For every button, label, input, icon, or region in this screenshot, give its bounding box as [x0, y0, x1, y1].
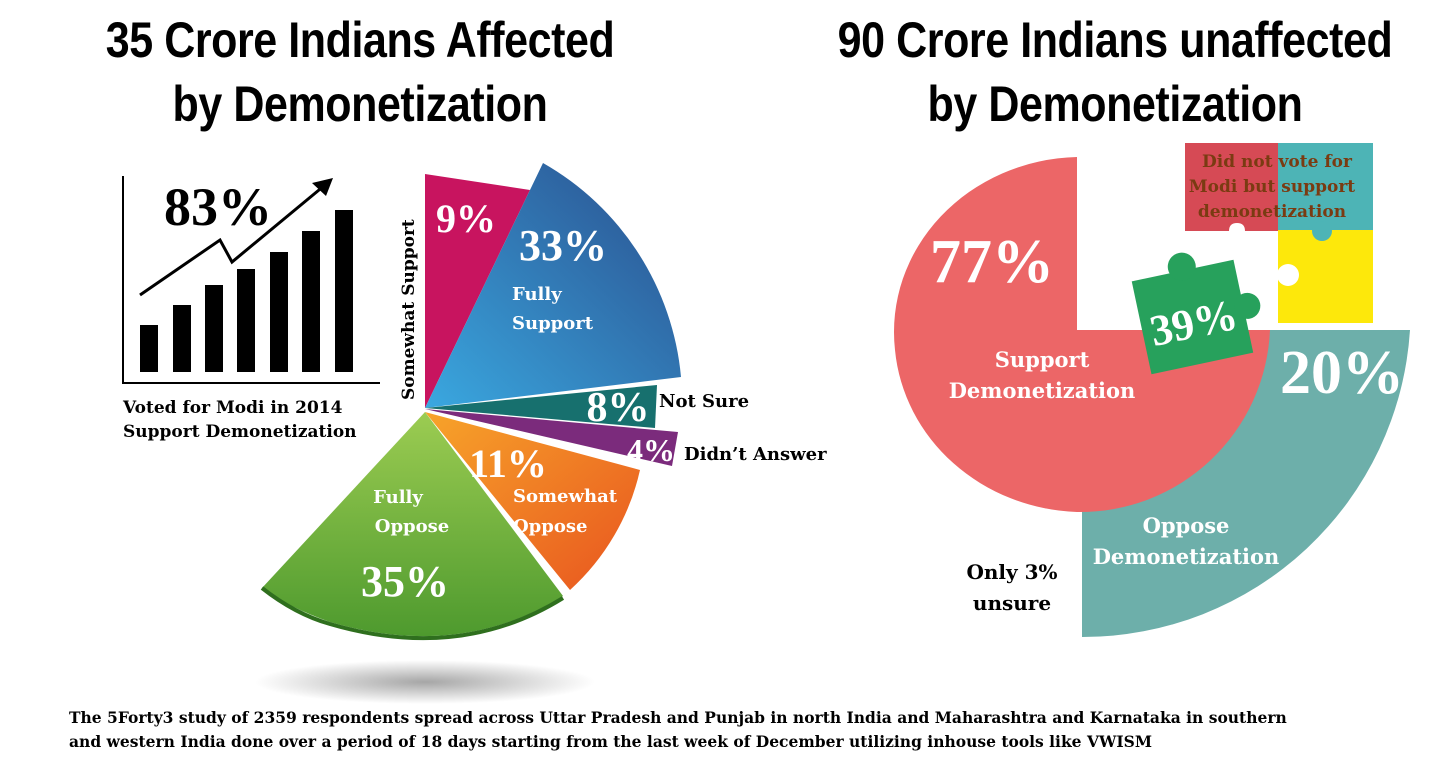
puzzle-tab — [1234, 292, 1261, 319]
growth-caption-line1: Voted for Modi in 2014 — [123, 398, 343, 418]
growth-bar — [335, 210, 353, 372]
puzzle-tab — [1312, 221, 1332, 241]
value-label-somewhat-support: 9% — [436, 196, 496, 241]
puzzle-piece-green: 39% — [1131, 252, 1261, 375]
puzzle-notch — [1229, 223, 1245, 231]
pie-slice-fully-oppose — [262, 412, 563, 637]
growth-chart-axes — [122, 176, 380, 384]
growth-caption-line2: Support Demonetization — [123, 422, 357, 442]
label-unsure-line2: unsure — [973, 591, 1051, 615]
puzzle-text-line3: demonetization — [1198, 202, 1346, 222]
growth-bar — [302, 231, 320, 372]
pie-slice-didnt-answer — [425, 409, 678, 466]
right-title-line1: 90 Crore Indians unaffected — [837, 12, 1393, 68]
label-unsure-line1: Only 3% — [966, 560, 1057, 584]
value-label-fully-support: 33% — [519, 221, 607, 270]
growth-bar — [205, 285, 223, 372]
puzzle-notch — [1277, 264, 1299, 286]
value-label-didnt-answer: 4% — [627, 432, 675, 468]
label-oppose-line2: Demonetization — [1093, 544, 1280, 569]
pie-slice-fully-support — [425, 163, 681, 408]
trend-arrow-head-icon — [312, 178, 333, 196]
label-fully-support-line1: Fully — [512, 284, 562, 305]
pie-slice-support-demonetization — [893, 157, 1270, 513]
value-label-not-sure: 8% — [587, 385, 650, 431]
pie-slice-not-sure — [425, 385, 657, 428]
left-title-line2: by Demonetization — [172, 76, 548, 132]
trend-arrow-line — [139, 183, 326, 297]
footnote-line2: and western India done over a period of … — [69, 732, 1152, 751]
pie-slice-somewhat-oppose — [425, 412, 640, 590]
puzzle-graphic: 39% Did not vote for Modi but support de… — [1131, 143, 1373, 375]
pie-slice-somewhat-support — [425, 174, 530, 408]
left-title-line1: 35 Crore Indians Affected — [105, 12, 615, 68]
growth-bar — [270, 252, 288, 372]
puzzle-piece-teal — [1278, 143, 1373, 231]
label-somewhat-oppose-line2: Oppose — [513, 516, 587, 537]
puzzle-piece-green-body — [1131, 259, 1254, 375]
right-title: 90 Crore Indians unaffected by Demonetiz… — [797, 8, 1433, 136]
puzzle-tab — [1167, 252, 1196, 281]
pie-slice-fully-oppose-edge — [260, 586, 565, 641]
left-title: 35 Crore Indians Affected by Demonetizat… — [59, 8, 661, 136]
value-label-fully-oppose: 35% — [361, 557, 449, 606]
footnote-line1: The 5Forty3 study of 2359 respondents sp… — [69, 708, 1287, 727]
growth-bar — [237, 269, 255, 372]
label-somewhat-support: Somewhat Support — [399, 219, 419, 400]
growth-bar — [173, 305, 191, 372]
pie-shadow — [255, 660, 595, 704]
label-somewhat-oppose-line1: Somewhat — [513, 486, 618, 507]
label-not-sure: Not Sure — [659, 391, 749, 412]
puzzle-text-line1: Did not vote for — [1202, 152, 1353, 172]
label-support-line2: Demonetization — [949, 378, 1136, 403]
study-footnote: The 5Forty3 study of 2359 respondents sp… — [69, 706, 1439, 754]
growth-chart-caption: Voted for Modi in 2014 Support Demonetiz… — [123, 396, 423, 444]
right-pie-chart: 77% Support Demonetization 20% Oppose De… — [893, 157, 1410, 638]
right-title-line2: by Demonetization — [927, 76, 1303, 132]
label-support-line1: Support — [995, 347, 1090, 372]
growth-chart: 83% — [122, 176, 380, 384]
puzzle-text-line2: Modi but support — [1189, 177, 1355, 197]
label-didnt-answer: Didn’t Answer — [684, 444, 827, 465]
growth-bar — [140, 325, 158, 372]
value-label-support: 77% — [930, 228, 1054, 296]
value-label-somewhat-oppose: 11% — [469, 441, 547, 486]
label-fully-oppose-line2: Oppose — [375, 516, 449, 537]
growth-headline: 83% — [164, 177, 272, 237]
puzzle-piece-red — [1185, 143, 1280, 231]
value-label-oppose: 20% — [1280, 339, 1404, 407]
left-pie-chart: 9% Somewhat Support 33% Fully Support 8%… — [260, 163, 827, 641]
label-fully-oppose-line1: Fully — [373, 487, 423, 508]
label-oppose-line1: Oppose — [1143, 513, 1230, 538]
label-fully-support-line2: Support — [512, 313, 594, 334]
